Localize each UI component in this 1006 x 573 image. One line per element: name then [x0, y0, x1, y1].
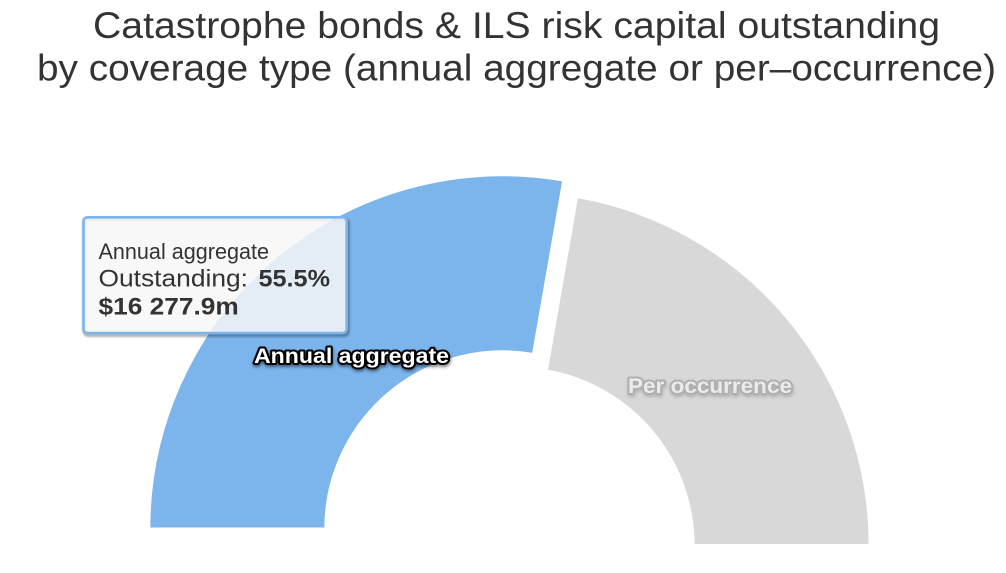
svg-text:Per occurrence: Per occurrence	[628, 374, 792, 398]
svg-text:Annual aggregate: Annual aggregate	[99, 239, 270, 264]
svg-text:Outstanding:55.5%: Outstanding: 55.5%	[99, 266, 331, 293]
svg-text:$16 277.9m: $16 277.9m	[99, 293, 239, 320]
svg-text:by coverage type (annual aggre: by coverage type (annual aggregate or pe…	[37, 47, 996, 88]
svg-text:Annual aggregate: Annual aggregate	[254, 344, 449, 368]
svg-text:Catastrophe bonds & ILS risk c: Catastrophe bonds & ILS risk capital out…	[93, 5, 940, 46]
